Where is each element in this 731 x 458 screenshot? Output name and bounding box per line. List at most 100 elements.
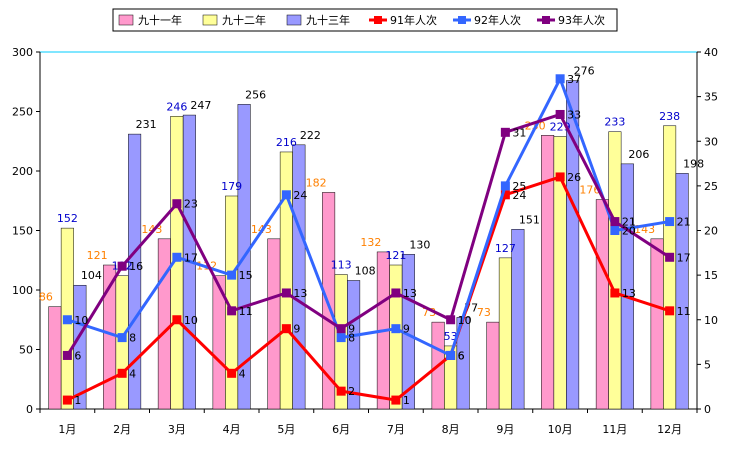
series-line bbox=[66, 175, 671, 402]
line-value-label: 26 bbox=[567, 171, 581, 184]
line-marker bbox=[610, 226, 620, 235]
line-value-label: 11 bbox=[239, 305, 253, 318]
line-marker bbox=[446, 350, 456, 360]
legend-swatch bbox=[202, 14, 218, 26]
line-marker bbox=[446, 315, 456, 325]
line-value-label: 13 bbox=[293, 287, 307, 300]
bar-value-label: 176 bbox=[579, 184, 600, 197]
line-marker bbox=[62, 315, 72, 325]
x-tick-label: 3月 bbox=[168, 423, 186, 436]
bar-value-label: 152 bbox=[57, 212, 78, 225]
bar bbox=[292, 144, 306, 410]
bar-value-label: 256 bbox=[245, 88, 266, 101]
line-marker bbox=[500, 127, 510, 137]
bar bbox=[267, 238, 281, 410]
line-marker bbox=[336, 324, 346, 334]
line-value-label: 4 bbox=[129, 367, 136, 380]
y-tick-label: 50 bbox=[19, 344, 33, 357]
y-tick-label: 150 bbox=[12, 225, 33, 238]
bar-value-label: 104 bbox=[81, 269, 102, 282]
bar-value-label: 86 bbox=[39, 291, 53, 304]
line-value-label: 6 bbox=[74, 349, 81, 362]
y-tick-label: 0 bbox=[26, 403, 33, 416]
line-value-label: 6 bbox=[458, 349, 465, 362]
bar-value-label: 246 bbox=[166, 100, 187, 113]
bar-value-label: 233 bbox=[604, 116, 625, 129]
line-marker bbox=[227, 368, 237, 378]
bar bbox=[511, 229, 525, 410]
legend-label: 九十三年 bbox=[306, 13, 350, 27]
line-value-label: 10 bbox=[184, 314, 198, 327]
y2-tick-label: 20 bbox=[704, 225, 718, 238]
line-value-label: 6 bbox=[458, 349, 465, 362]
bar bbox=[675, 173, 689, 410]
bar bbox=[498, 257, 512, 410]
x-tick-label: 11月 bbox=[602, 423, 627, 436]
y-tick-label: 300 bbox=[12, 46, 33, 59]
bar bbox=[608, 131, 622, 410]
x-tick-label: 6月 bbox=[332, 423, 350, 436]
bar-value-label: 73 bbox=[477, 306, 491, 319]
series-line bbox=[66, 77, 670, 357]
legend-marker bbox=[458, 16, 466, 24]
line-marker bbox=[227, 306, 237, 316]
legend-label: 92年人次 bbox=[474, 13, 521, 27]
line-marker bbox=[172, 315, 182, 325]
line-marker bbox=[62, 395, 72, 405]
lines bbox=[62, 74, 675, 405]
line-value-label: 2 bbox=[348, 385, 355, 398]
line-marker bbox=[281, 288, 291, 298]
line-value-label: 25 bbox=[512, 180, 526, 193]
line-marker bbox=[227, 270, 237, 280]
legend-swatch bbox=[118, 14, 134, 26]
line-marker bbox=[117, 261, 127, 271]
line-value-label: 17 bbox=[677, 251, 691, 264]
line-marker bbox=[117, 368, 127, 378]
bar bbox=[157, 238, 171, 410]
line-value-label: 4 bbox=[239, 367, 246, 380]
line-marker bbox=[391, 288, 401, 298]
bar-value-label: 198 bbox=[683, 157, 704, 170]
line-marker bbox=[172, 252, 182, 262]
bars bbox=[48, 80, 689, 410]
bar-value-label: 127 bbox=[495, 242, 516, 255]
bar bbox=[347, 280, 361, 410]
line-value-label: 10 bbox=[74, 314, 88, 327]
line-marker bbox=[555, 172, 565, 182]
y2-tick-label: 15 bbox=[704, 269, 718, 282]
bar-value-label: 222 bbox=[300, 129, 321, 142]
line-value-label: 13 bbox=[403, 287, 417, 300]
legend-label: 91年人次 bbox=[390, 13, 437, 27]
axes: 0 50 100 150 200 250 300 0 5 10 15 20 25 30 35 40 1月 2月 3月… bbox=[12, 46, 718, 436]
line-marker bbox=[500, 181, 510, 191]
legend-label: 九十一年 bbox=[138, 13, 182, 27]
line-marker bbox=[500, 190, 510, 200]
line-value-label: 15 bbox=[239, 269, 253, 282]
line-value-label: 9 bbox=[348, 323, 355, 336]
line-value-label: 8 bbox=[129, 332, 136, 345]
line-marker bbox=[117, 333, 127, 343]
legend-label: 九十二年 bbox=[222, 13, 266, 27]
y-tick-label: 250 bbox=[12, 106, 33, 119]
x-tick-label: 7月 bbox=[387, 423, 405, 436]
bar bbox=[650, 238, 664, 410]
x-tick-label: 9月 bbox=[496, 423, 514, 436]
line-marker bbox=[610, 217, 620, 227]
x-tick-label: 5月 bbox=[277, 423, 295, 436]
y2-tick-label: 0 bbox=[704, 403, 711, 416]
bar-value-label: 121 bbox=[87, 249, 108, 262]
line-labels: 1410492162426131110817152489625372021616… bbox=[74, 73, 690, 407]
x-tick-label: 10月 bbox=[548, 423, 573, 436]
bar bbox=[566, 80, 580, 410]
line-value-label: 21 bbox=[622, 216, 636, 229]
bar-value-label: 247 bbox=[190, 99, 211, 112]
line-marker bbox=[336, 386, 346, 396]
line-value-label: 31 bbox=[512, 126, 526, 139]
line-marker bbox=[281, 324, 291, 334]
bar-value-label: 276 bbox=[574, 65, 595, 78]
line-value-label: 24 bbox=[293, 189, 307, 202]
line-value-label: 21 bbox=[677, 216, 691, 229]
bar-value-label: 151 bbox=[519, 213, 540, 226]
x-tick-label: 1月 bbox=[58, 423, 76, 436]
